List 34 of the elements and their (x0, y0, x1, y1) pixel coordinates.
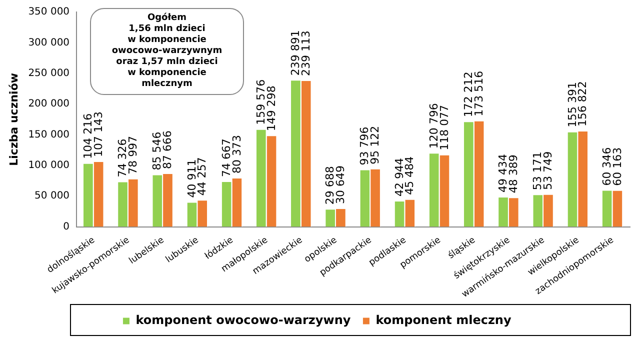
data-label: 118 077 (438, 104, 451, 150)
data-label: 30 649 (334, 165, 348, 204)
y-tick-label: 250 000 (28, 68, 70, 79)
y-tick-label: 50 000 (34, 190, 70, 202)
y-tick-label: 150 000 (28, 129, 70, 140)
y-tick-label: 0 (63, 221, 70, 232)
data-label: 120 796 (427, 103, 440, 149)
data-label: 53 749 (542, 151, 555, 190)
data-label: 53 171 (531, 152, 544, 190)
data-label: 45 484 (403, 156, 416, 195)
legend-label: komponent mleczny (376, 313, 512, 328)
data-label: 85 546 (150, 132, 164, 170)
y-tick-label: 300 000 (28, 37, 70, 48)
y-tick-label: 200 000 (28, 98, 70, 110)
data-label: 87 666 (161, 130, 174, 169)
data-label: 60 346 (600, 147, 614, 186)
legend-label: komponent owocowo-warzywny (136, 313, 351, 328)
data-label: 29 688 (324, 166, 337, 205)
data-label: 74 667 (220, 138, 233, 177)
data-label: 42 944 (392, 158, 406, 196)
data-label: 155 391 (566, 82, 579, 128)
data-label: 80 373 (230, 134, 244, 174)
y-tick-label: 100 000 (28, 160, 70, 172)
note-callout: Ogółem 1,56 mln dzieci w komponencie owocowo-warzywnym oraz 1,57 mln dzieci w komponencie mlecznym (90, 8, 244, 95)
data-label: 44 257 (196, 157, 209, 196)
data-label: 40 911 (185, 159, 198, 198)
y-tick-label: 350 000 (28, 6, 70, 18)
y-axis-title: Liczba uczniów (7, 72, 20, 166)
data-label: 93 796 (358, 126, 372, 166)
data-label: 159 576 (254, 79, 268, 125)
data-label: 156 822 (576, 81, 590, 127)
data-label: 60 163 (610, 147, 624, 186)
data-label: 95 122 (368, 126, 382, 164)
data-label: 149 298 (264, 86, 278, 132)
